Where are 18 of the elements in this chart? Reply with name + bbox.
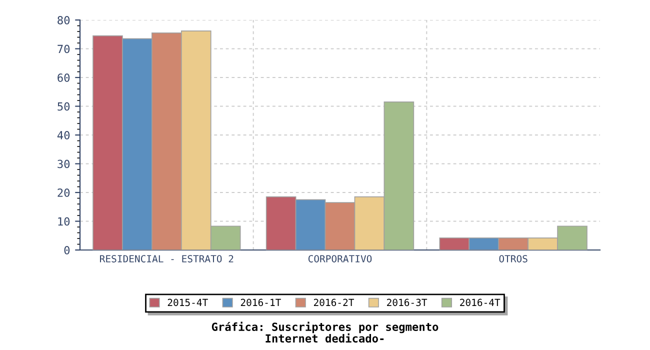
y-tick-label: 50 [58,102,70,111]
x-tick-label: CORPORATIVO [308,255,372,262]
y-tick-label: 30 [58,160,70,168]
y-tick-label: 60 [58,74,70,82]
y-tick-label: 40 [57,131,70,140]
y-tick-label: 80 [58,16,70,24]
x-tick-label: OTROS [499,255,528,262]
legend-label: 2016-3T [387,298,428,306]
legend-label: 2016-4T [460,298,500,306]
y-tick-label: 20 [58,188,70,197]
y-tick-label: 70 [58,44,70,54]
text: Gráfica: Suscriptores por segmento Internet dedicado- [212,322,438,343]
y-tick-label: 10 [58,217,70,226]
legend-label: 2016-2T [314,298,354,306]
x-tick-label: RESIDENCIAL - ESTRATO 2 [100,255,234,262]
y-tick-label: 0 [64,246,70,254]
legend-label: 2015-4T [168,298,208,306]
legend-label: 2016-1T [240,298,281,306]
